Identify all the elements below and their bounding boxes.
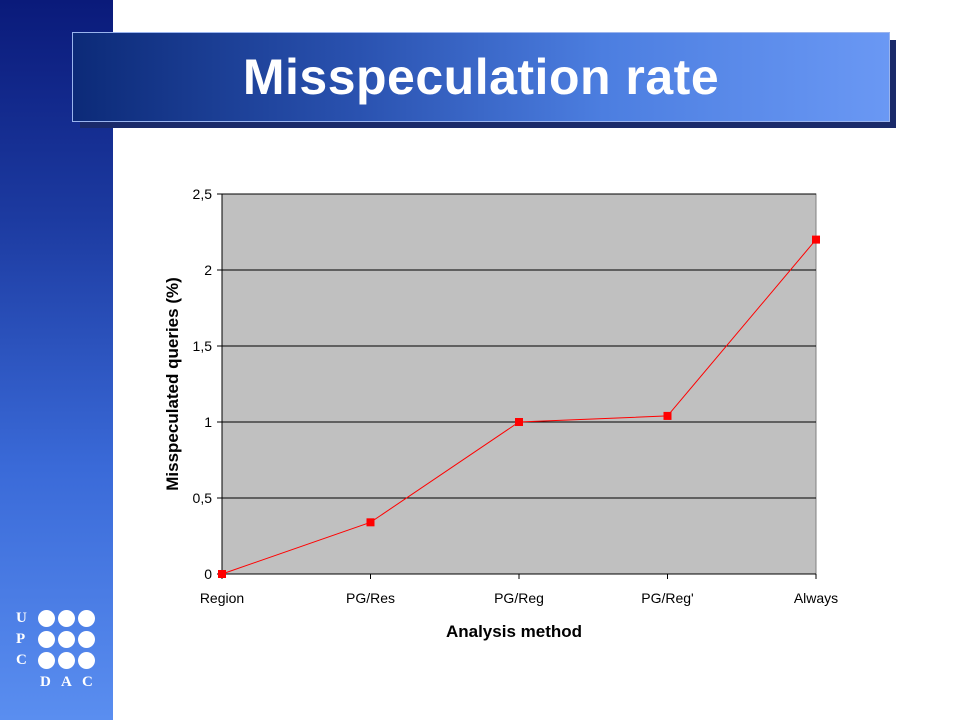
y-axis-title: Misspeculated queries (%) <box>163 277 182 491</box>
y-tick-label: 0 <box>204 566 212 582</box>
data-point <box>812 235 820 244</box>
gridlines <box>222 193 816 499</box>
logo-circle <box>78 631 95 648</box>
logo-letter: P <box>16 631 26 647</box>
x-tick-label: Region <box>200 590 244 606</box>
logo-circle <box>58 610 75 627</box>
x-tick-label: PG/Reg <box>494 590 544 606</box>
plot-area <box>221 193 817 575</box>
y-tick-label: 1,5 <box>193 338 213 354</box>
logo-letter: U <box>16 610 27 626</box>
logo-letter: A <box>61 674 72 690</box>
logo-letter: C <box>82 674 93 690</box>
logo-circle <box>58 631 75 648</box>
y-tick-label: 0,5 <box>193 490 213 506</box>
y-axis-ticks: 0 0,5 1 1,5 2 2,5 <box>193 186 222 582</box>
data-point <box>515 418 523 426</box>
data-point <box>218 570 226 578</box>
logo-circle <box>38 652 55 669</box>
data-point <box>663 411 672 420</box>
logo-letter: C <box>16 652 27 668</box>
x-axis-ticks: Region PG/Res PG/Reg PG/Reg' Always <box>200 574 838 606</box>
logo-circle <box>38 631 55 648</box>
x-tick-label: Always <box>794 590 838 606</box>
logo-circle <box>78 652 95 669</box>
title-banner: Misspeculation rate <box>72 32 890 122</box>
x-tick-label: PG/Res <box>346 590 395 606</box>
data-point <box>366 518 375 527</box>
logo-circle <box>58 652 75 669</box>
line-chart: 0 0,5 1 1,5 2 2,5 Region PG/Res PG/Reg PG/Reg' Al… <box>163 186 838 641</box>
series-group <box>218 235 820 578</box>
logo-circle <box>38 610 55 627</box>
y-tick-label: 2,5 <box>193 186 213 202</box>
y-tick-label: 1 <box>204 414 212 430</box>
x-axis-title: Analysis method <box>446 622 582 641</box>
x-tick-label: PG/Reg' <box>641 590 693 606</box>
y-tick-label: 2 <box>204 262 212 278</box>
slide-title: Misspeculation rate <box>242 49 720 105</box>
logo-letter: D <box>40 674 51 690</box>
logo-circle <box>78 610 95 627</box>
